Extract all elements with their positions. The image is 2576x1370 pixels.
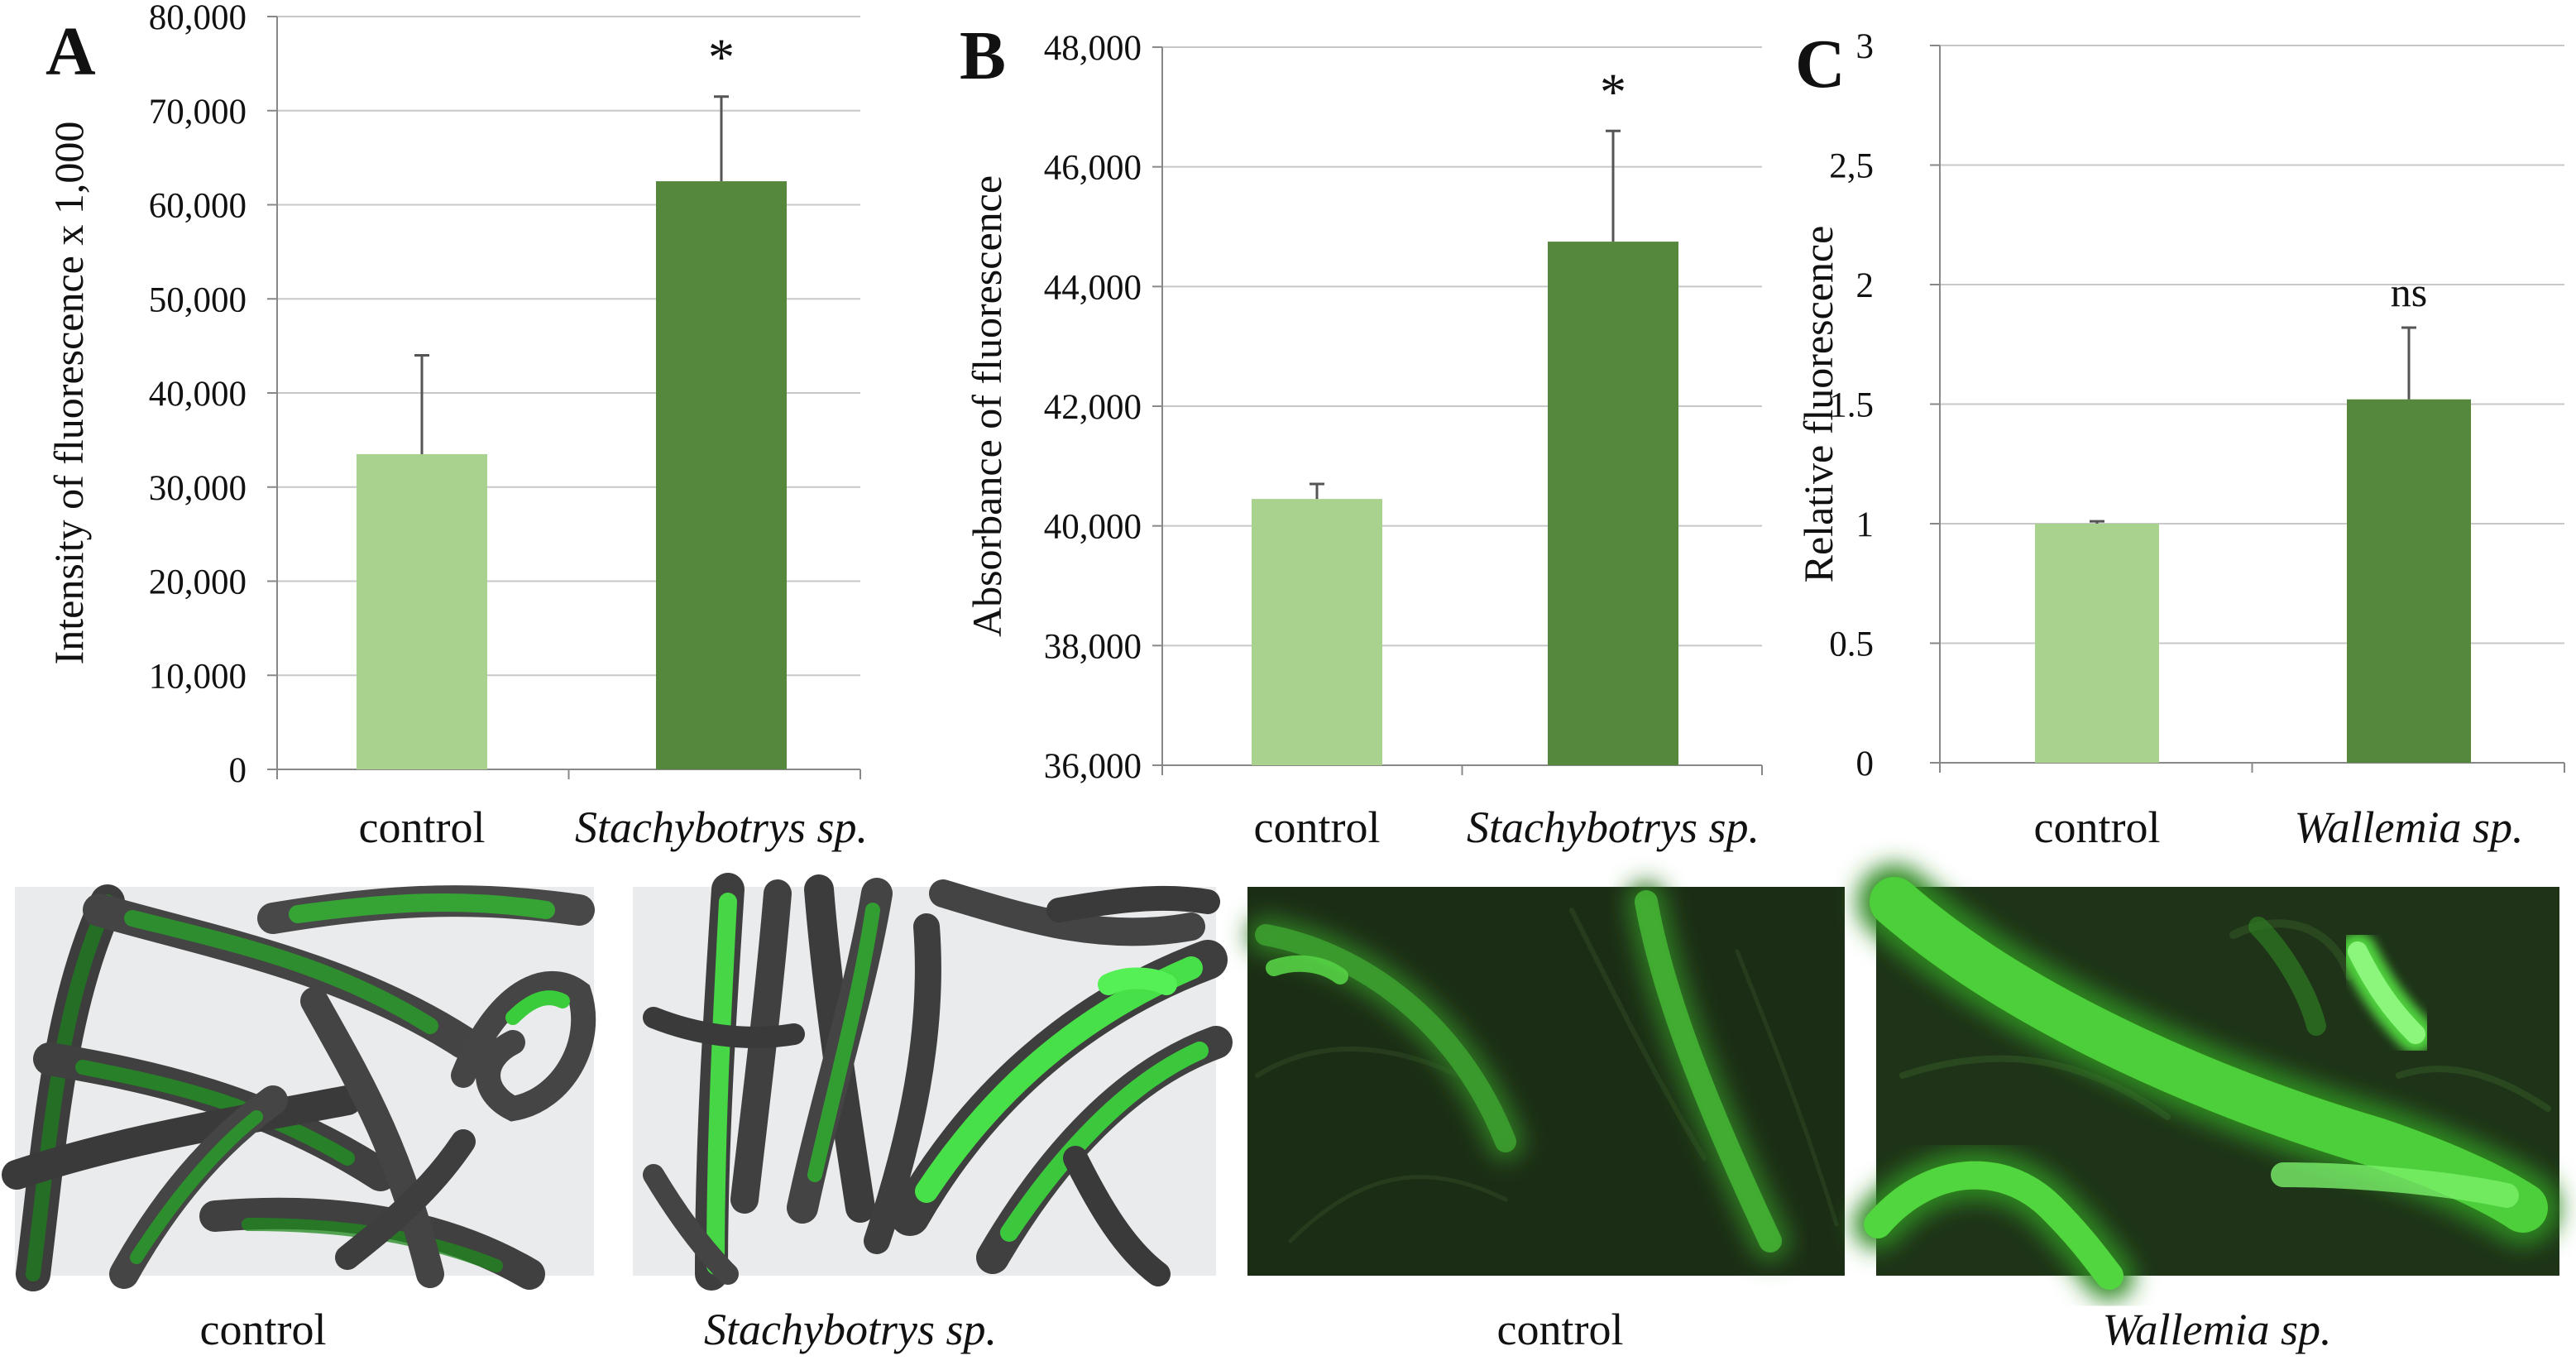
y-tick-label: 2 (1856, 266, 1875, 305)
y-axis-label: Absorbance of fluorescence (964, 175, 1010, 637)
y-axis-label: Relative fluorescence (1795, 226, 1841, 583)
y-tick-label: 42,000 (1044, 388, 1142, 427)
micrograph-caption-2: Stachybotrys sp. (704, 1305, 997, 1354)
category-label: Stachybotrys sp. (575, 802, 868, 852)
significance-label: * (1600, 62, 1626, 121)
micrograph-caption-4: Wallemia sp. (2102, 1305, 2332, 1354)
y-tick-label: 38,000 (1044, 627, 1142, 666)
chart-panel-b: 36,000 38,000 40,000 42,000 44,000 46,000 48,0… (960, 17, 1763, 852)
panel-letter: B (960, 17, 1006, 94)
micrograph-control-fluorescence (1247, 882, 1845, 1276)
y-tick-label: 3 (1856, 27, 1875, 66)
y-tick-label: 40,000 (1044, 508, 1142, 547)
y-tick-label: 46,000 (1044, 149, 1142, 188)
panel-letter: A (45, 13, 96, 90)
y-tick-label: 2,5 (1829, 147, 1874, 186)
y-tick-label: 0 (229, 751, 247, 790)
significance-label: ns (2391, 269, 2427, 315)
micrograph-caption-1: control (199, 1305, 327, 1354)
bar-treated (1548, 242, 1678, 765)
micrograph-caption-3: control (1496, 1305, 1624, 1354)
y-tick-label: 70,000 (149, 93, 247, 132)
y-tick-label: 0.5 (1829, 625, 1874, 664)
y-tick-label: 1.5 (1829, 386, 1874, 425)
y-axis-label: Intensity of fluorescence x 1,000 (45, 122, 92, 665)
category-label: Wallemia sp. (2294, 802, 2523, 852)
y-tick-label: 80,000 (149, 0, 247, 37)
category-label: control (1254, 802, 1381, 852)
bar-treated (2347, 399, 2471, 763)
y-tick-label: 44,000 (1044, 268, 1142, 307)
y-tick-label: 0 (1856, 745, 1875, 783)
y-tick-label: 60,000 (149, 187, 247, 226)
bar-control (2035, 524, 2159, 763)
y-tick-label: 50,000 (149, 280, 247, 319)
y-tick-label: 1 (1856, 505, 1875, 544)
micrograph-wallemia-fluorescence (1853, 865, 2560, 1301)
y-tick-label: 40,000 (149, 375, 247, 414)
y-tick-label: 10,000 (149, 657, 247, 696)
category-label: Stachybotrys sp. (1467, 802, 1760, 852)
micrograph-stachybotrys-brightfield (633, 873, 1233, 1291)
bar-control (1252, 499, 1382, 765)
category-label: control (359, 802, 486, 852)
y-tick-label: 36,000 (1044, 747, 1142, 786)
significance-label: * (708, 28, 735, 87)
chart-panel-a: 0 10,000 20,000 30,000 40,000 50,000 60,000 70,… (45, 0, 868, 852)
y-tick-label: 30,000 (149, 469, 247, 508)
chart-panel-c: 0 0.5 1 1.5 2 2,5 3 control Wallemia sp. ns C Relat… (1795, 26, 2565, 852)
y-tick-label: 20,000 (149, 563, 247, 602)
bar-treated (656, 181, 787, 769)
panel-letter: C (1795, 26, 1846, 103)
micrograph-control-brightfield (2, 884, 596, 1291)
category-label: control (2034, 802, 2161, 852)
y-tick-label: 48,000 (1044, 29, 1142, 68)
bar-control (357, 453, 487, 769)
